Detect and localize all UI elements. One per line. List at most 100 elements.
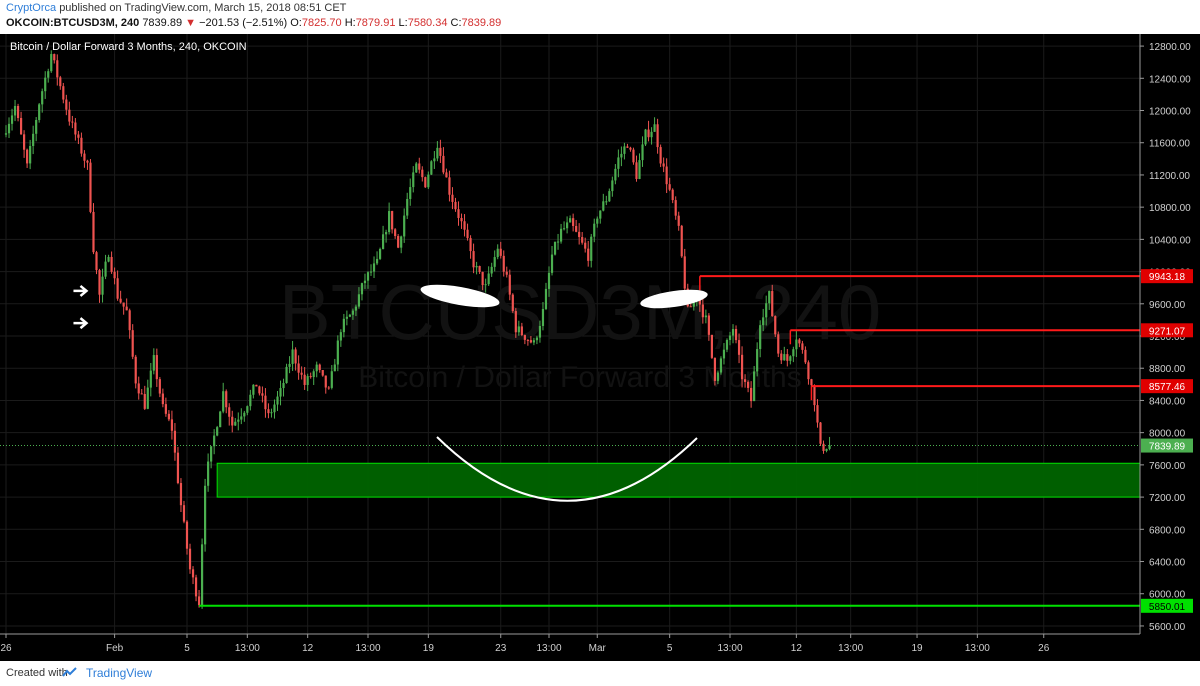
time-tick-label: 13:00 bbox=[235, 643, 260, 654]
candle-body bbox=[240, 416, 243, 420]
time-tick-label: Feb bbox=[106, 643, 124, 654]
time-tick-label: 12 bbox=[791, 643, 803, 654]
candle-body bbox=[243, 412, 246, 417]
candle-body bbox=[762, 317, 765, 326]
candle-body bbox=[50, 54, 53, 72]
candle-body bbox=[98, 270, 101, 295]
candle-body bbox=[777, 334, 780, 354]
candle-body bbox=[234, 421, 237, 426]
candle-body bbox=[7, 123, 11, 134]
candle-body bbox=[194, 577, 198, 597]
candle-body bbox=[768, 291, 771, 304]
candle-body bbox=[204, 485, 207, 545]
tradingview-brand-link[interactable]: TradingView bbox=[86, 666, 153, 680]
candle-body bbox=[318, 364, 321, 371]
candle-body bbox=[62, 86, 65, 100]
candle-body bbox=[394, 229, 397, 237]
candle-body bbox=[789, 356, 792, 361]
candle-body bbox=[294, 349, 297, 364]
candle-body bbox=[381, 234, 385, 249]
price-tick-label: 12000.00 bbox=[1149, 107, 1191, 118]
candle-body bbox=[556, 241, 560, 243]
candle-body bbox=[572, 218, 575, 226]
candle-body bbox=[786, 354, 789, 361]
candle-body bbox=[704, 315, 707, 318]
time-tick-label: 13:00 bbox=[838, 643, 863, 654]
candle-body bbox=[122, 302, 125, 307]
candle-body bbox=[466, 229, 469, 239]
candle-body bbox=[406, 198, 409, 216]
candle-body bbox=[231, 416, 234, 426]
time-axis: 26 Feb 5 13:00 12 13:00 19 23 13:00 Mar 5 13:00 12 13… bbox=[0, 633, 1140, 654]
candle-body bbox=[188, 548, 192, 570]
candle-body bbox=[641, 144, 644, 161]
candle-body bbox=[590, 236, 593, 261]
candle-body bbox=[487, 273, 490, 285]
candle-body bbox=[35, 120, 38, 134]
candle-body bbox=[53, 54, 56, 61]
price-tick-label: 8400.00 bbox=[1149, 396, 1186, 407]
candle-body bbox=[110, 256, 113, 272]
candle-body bbox=[279, 388, 282, 397]
smile-drawing bbox=[436, 436, 698, 502]
candle-body bbox=[493, 257, 496, 267]
candle-body bbox=[158, 379, 161, 394]
arrow-markers bbox=[73, 284, 89, 330]
candle-body bbox=[388, 211, 391, 233]
candle-body bbox=[213, 435, 216, 447]
candle-body bbox=[351, 310, 355, 315]
chart-area[interactable]: BTCUSD3M, 240 Bitcoin / Dollar Forward 3… bbox=[0, 34, 1200, 661]
candle-body bbox=[38, 104, 41, 121]
candle-body bbox=[146, 387, 149, 409]
support-price-label-bg bbox=[1141, 598, 1193, 613]
time-tick-label: 23 bbox=[495, 643, 507, 654]
candle-body bbox=[566, 222, 569, 229]
candle-body bbox=[798, 339, 801, 344]
price-tick-label: 7200.00 bbox=[1149, 493, 1186, 504]
price-labels: 9943.18 9271.07 8577.46 5850.01 7839.89 bbox=[1141, 269, 1193, 613]
levels-layer bbox=[0, 275, 1140, 607]
price-tick-label: 5600.00 bbox=[1149, 622, 1186, 633]
time-tick-label: 13:00 bbox=[717, 643, 742, 654]
price-chart[interactable]: BTCUSD3M, 240 Bitcoin / Dollar Forward 3… bbox=[0, 34, 1200, 661]
candle-body bbox=[216, 427, 219, 436]
candle-body bbox=[569, 218, 572, 223]
candle-body bbox=[792, 349, 795, 357]
demand-zone bbox=[216, 462, 1141, 498]
candle-body bbox=[182, 505, 186, 522]
candle-body bbox=[378, 248, 382, 259]
candle-body bbox=[707, 315, 710, 335]
high-value: 7879.91 bbox=[355, 17, 396, 29]
candle-body bbox=[89, 162, 92, 212]
candle-body bbox=[270, 412, 273, 414]
down-arrow-icon: ▼ bbox=[185, 17, 197, 29]
open-label: O: bbox=[290, 17, 302, 29]
candle-body bbox=[261, 393, 264, 396]
candle-body bbox=[819, 422, 822, 444]
candle-body bbox=[167, 413, 170, 420]
candle-body bbox=[665, 166, 668, 185]
candle-body bbox=[264, 395, 267, 410]
resistance-price-label-bg bbox=[1141, 323, 1193, 338]
last-price-label: 7839.89 bbox=[1149, 442, 1186, 453]
price-tick-label: 9200.00 bbox=[1149, 332, 1186, 343]
time-tick-label: 19 bbox=[911, 643, 923, 654]
candle-body bbox=[246, 406, 249, 413]
candle-body bbox=[324, 375, 327, 388]
candle-body bbox=[113, 271, 116, 279]
candle-body bbox=[412, 172, 415, 188]
author-link[interactable]: CryptOrca bbox=[6, 2, 57, 14]
candle-body bbox=[734, 329, 738, 341]
price-tick-label: 6000.00 bbox=[1149, 590, 1186, 601]
candle-body bbox=[155, 355, 158, 380]
candle-body bbox=[210, 446, 213, 462]
candle-body bbox=[273, 404, 276, 413]
candle-body bbox=[191, 569, 195, 578]
candle-body bbox=[689, 306, 692, 308]
price-tick-label: 6400.00 bbox=[1149, 558, 1186, 569]
candle-body bbox=[804, 349, 807, 363]
candle-body bbox=[74, 122, 77, 135]
candle-body bbox=[810, 379, 813, 386]
candle-body bbox=[541, 308, 545, 326]
candle-body bbox=[596, 218, 599, 224]
